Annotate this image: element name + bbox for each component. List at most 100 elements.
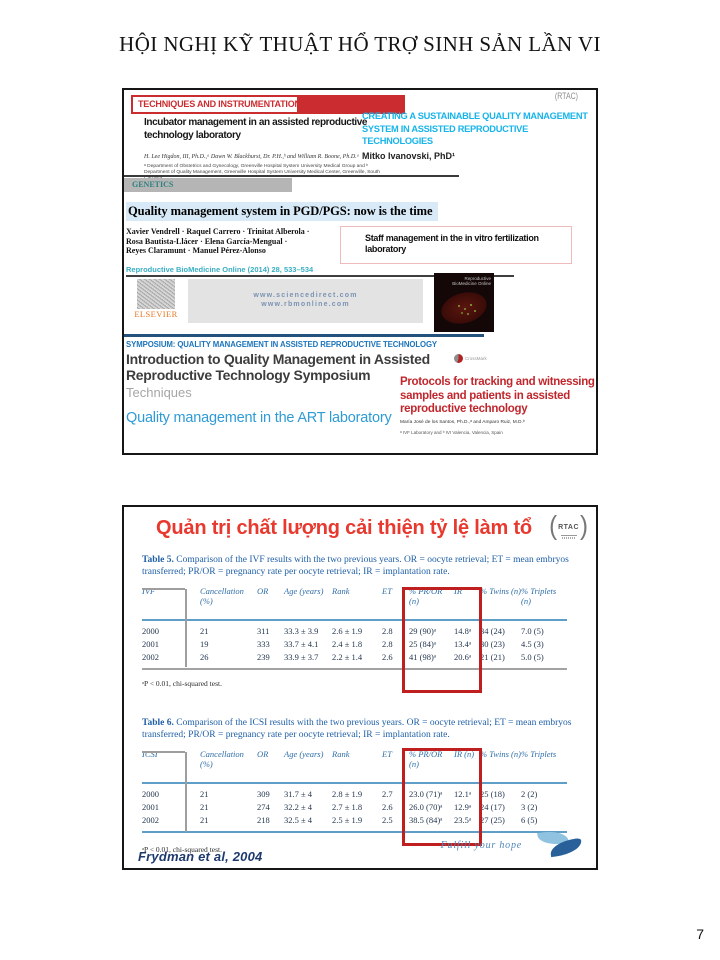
table5-column-divider [185,589,187,667]
table-cell: 20.6ᵃ [454,652,472,662]
rtac-core: RTAC [558,516,579,539]
table-cell: 2.2 ± 1.4 [332,652,363,662]
table-row: 2002 21 218 32.5 ± 4 2.5 ± 1.9 2.5 38.5 (84)ᵃ 2… [142,814,567,827]
column-header: % PR/OR (n) [409,586,443,606]
column-header: IVF [142,586,156,596]
symposium-section-label: SYMPOSIUM: QUALITY MANAGEMENT IN ASSISTE… [126,340,438,349]
table-cell: 32.2 ± 4 [284,802,313,812]
table-cell: 2.5 [382,815,393,825]
pgd-authors-line2: Rosa Bautista-Llácer · Elena García-Meng… [126,236,288,246]
slogan: Fulfill your hope [440,840,522,851]
table-bottom-rule [142,668,567,670]
table-cell: 26.0 (70)ᵃ [409,802,443,812]
table-cell: 3 (2) [521,802,538,812]
table-cell: 31.7 ± 4 [284,789,313,799]
table-cell: 25 (84)ᵃ [409,639,437,649]
creating-article-author: Mitko Ivanovski, PhD¹ [362,151,456,161]
table-cell: 38.5 (84)ᵃ [409,815,443,825]
rtac-paren-left: ( [549,511,558,542]
sciencedirect-box: www.sciencedirect.com www.rbmonline.com [188,279,423,323]
column-header: OR [257,749,269,759]
techniques-banner: TECHNIQUES AND INSTRUMENTATION [131,95,300,114]
table-cell: 13.4ᵃ [454,639,472,649]
rtac-underline [560,534,577,536]
table-cell: 2002 [142,815,159,825]
column-header: Age (years) [284,586,324,596]
incubator-authors: H. Lee Higdon, III, Ph.D.,ᵃ Dawn W. Blac… [144,154,360,160]
rtac-logo-partial: (RTAC) [554,92,578,102]
table-cell: 2.5 ± 1.9 [332,815,363,825]
table-cell: 21 [200,815,209,825]
journal-cover: Reproductive BioMedicine Online [434,273,494,332]
table-cell: 23.0 (71)ᵃ [409,789,443,799]
column-header: ICSI [142,749,158,759]
crossmark-icon [454,354,463,363]
table-cell: 33.7 ± 4.1 [284,639,319,649]
protocols-article-title: Protocols for tracking and witnessing sa… [400,376,595,415]
column-header: Cancellation (%) [200,749,244,769]
table-row: 2001 19 333 33.7 ± 4.1 2.4 ± 1.8 2.8 25 (84)ᵃ 1… [142,638,567,651]
table-row: 2001 21 274 32.2 ± 4 2.7 ± 1.8 2.6 26.0 (70)ᵃ 1… [142,801,567,814]
table-cell: 27 (25) [480,815,505,825]
table-cell: 33.9 ± 3.7 [284,652,319,662]
rbmonline-url: www.rbmonline.com [261,300,350,308]
table-row: 2002 26 239 33.9 ± 3.7 2.2 ± 1.4 2.6 41 (98)ᵃ 2… [142,651,567,664]
table-cell: 2.6 [382,802,393,812]
table-cell: 239 [257,652,270,662]
source-citation: Frydman et al, 2004 [138,849,263,864]
rbo-citation: Reproductive BioMedicine Online (2014) 2… [126,265,314,274]
table5-footnote: ᵃP < 0.01, chi-squared test. [142,679,222,688]
table-cell: 311 [257,626,270,636]
table-cell: 12.9ᵃ [454,802,472,812]
staff-article-box: Staff management in the in vitro fertili… [340,226,572,264]
clinic-logo [537,828,584,859]
table-cell: 25 (18) [480,789,505,799]
protocols-affiliation: ᵃ IVF Laboratory and ᵇ IVI Valencia, Val… [400,430,503,435]
slide-title: Quản trị chất lượng cải thiện tỷ lệ làm … [156,517,532,539]
incubator-article-title: Incubator management in an assisted repr… [144,117,368,141]
column-header: Rank [332,749,350,759]
table-cell: 12.1ᵃ [454,789,472,799]
table-cell: 21 (21) [480,652,505,662]
table-cell: 218 [257,815,270,825]
table-row: 2000 21 309 31.7 ± 4 2.8 ± 1.9 2.7 23.0 (71)ᵃ 1… [142,788,567,801]
table5-highlight-box [402,587,482,693]
table-cell: 30 (23) [480,639,505,649]
page-title: HỘI NGHỊ KỸ THUẬT HỔ TRỢ SINH SẢN LẦN VI [119,32,601,56]
column-header: Rank [332,586,350,596]
table-cell: 26 [200,652,209,662]
table-cell: 33.3 ± 3.9 [284,626,319,636]
table-cell: 7.0 (5) [521,626,544,636]
table-cell: 2.7 ± 1.8 [332,802,363,812]
cover-specks [458,305,460,307]
creating-article-title: CREATING A SUSTAINABLE QUALITY MANAGEMEN… [362,111,588,146]
table-cell: 2001 [142,639,159,649]
table-cell: 19 [200,639,209,649]
divider-rule [124,175,459,177]
table5-gray-segment [142,588,185,590]
page-number: 7 [696,926,704,942]
column-header: OR [257,586,269,596]
table-cell: 2.8 [382,639,393,649]
pgd-authors-line1: Xavier Vendrell · Raquel Carrero · Trini… [126,227,310,236]
table5-caption-label: Table 5. [142,555,174,565]
table-cell: 41 (98)ᵃ [409,652,437,662]
rtac-logo: ( RTAC ) [549,511,588,542]
table-cell: 4.5 (3) [521,639,544,649]
column-header: % Twins (n) [480,586,521,596]
column-header: ET [382,749,392,759]
divider-rule [126,275,514,277]
table-header-row: ICSI Cancellation (%) OR Age (years) Rank ET%… [142,749,567,780]
introduction-article-title: Introduction to Quality Management in As… [126,351,430,383]
crossmark-badge: CrossMark [454,354,487,363]
rtac-paren-right: ) [580,511,588,542]
pgd-authors: Xavier Vendrell · Raquel Carrero · Trini… [126,227,309,256]
table-header-rule [142,619,567,621]
table6-caption-label: Table 6. [142,718,174,728]
column-header: % PR/OR (n) [409,749,443,769]
table6-column-divider [185,752,187,832]
column-header: Age (years) [284,749,324,759]
cover-dish-image [437,287,491,329]
table5-caption: Table 5. Comparison of the IVF results w… [142,554,594,578]
table-cell: 6 (5) [521,815,538,825]
